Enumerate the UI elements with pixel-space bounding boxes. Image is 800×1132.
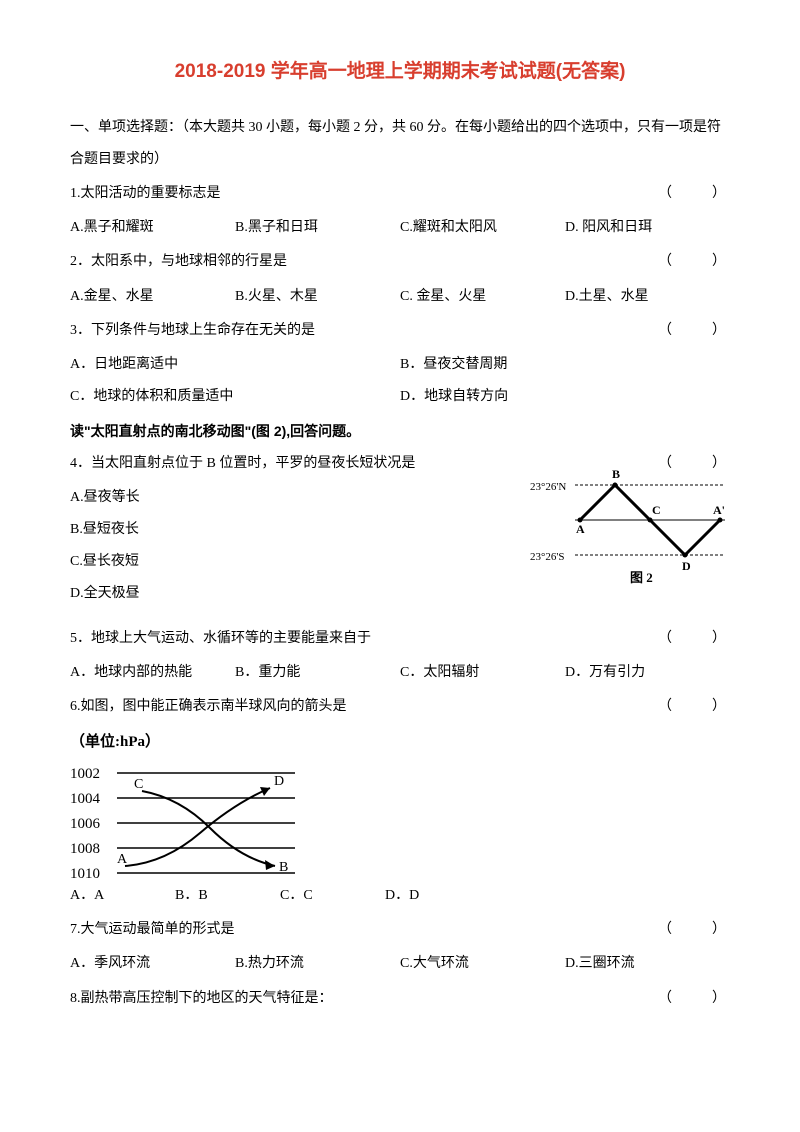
q1-opt-c: C.耀斑和太阳风 xyxy=(400,212,565,244)
q8-text: 8.副热带高压控制下的地区的天气特征是： xyxy=(70,991,333,1006)
q4-text: 4．当太阳直射点位于 B 位置时，平罗的昼夜长短状况是 xyxy=(70,456,415,471)
reading-prompt-1: 读"太阳直射点的南北移动图"(图 2),回答问题。 xyxy=(70,415,730,447)
svg-text:C: C xyxy=(652,503,661,517)
q5-paren: （ ） xyxy=(658,623,730,655)
q3-options: A．日地距离适中 B．昼夜交替周期 C．地球的体积和质量适中 D．地球自转方向 xyxy=(70,349,730,413)
q3-text: 3．下列条件与地球上生命存在无关的是 xyxy=(70,323,315,338)
q2-text: 2．太阳系中，与地球相邻的行星是 xyxy=(70,254,287,269)
svg-text:B: B xyxy=(612,467,620,481)
q3-opt-a: A．日地距离适中 xyxy=(70,349,400,381)
q2-paren: （ ） xyxy=(658,246,730,278)
q6-paren: （ ） xyxy=(658,691,730,723)
q3-opt-b: B．昼夜交替周期 xyxy=(400,349,730,381)
q2-options: A.金星、水星 B.火星、木星 C. 金星、火星 D.土星、水星 xyxy=(70,281,730,313)
fig6-unit-label: （单位:hPa） xyxy=(70,725,300,760)
q4-opt-b: B.昼短夜长 xyxy=(70,514,450,546)
svg-text:1002: 1002 xyxy=(70,766,100,782)
q1-text: 1.太阳活动的重要标志是 xyxy=(70,186,221,201)
q6-opt-d: D．D xyxy=(385,880,490,912)
question-5: 5．地球上大气运动、水循环等的主要能量来自于 （ ） xyxy=(70,623,730,655)
svg-text:D: D xyxy=(274,774,284,789)
q7-paren: （ ） xyxy=(658,914,730,946)
q6-opt-a: A．A xyxy=(70,880,175,912)
q3-paren: （ ） xyxy=(658,315,730,347)
q5-text: 5．地球上大气运动、水循环等的主要能量来自于 xyxy=(70,631,371,646)
question-6: 6.如图，图中能正确表示南半球风向的箭头是 （ ） xyxy=(70,691,730,723)
q1-opt-d: D. 阳风和日珥 xyxy=(565,212,730,244)
q5-options: A．地球内部的热能 B．重力能 C．太阳辐射 D．万有引力 xyxy=(70,657,730,689)
q1-paren: （ ） xyxy=(658,178,730,210)
svg-text:C: C xyxy=(134,777,143,792)
q4-opt-c: C.昼长夜短 xyxy=(70,546,450,578)
q8-paren: （ ） xyxy=(658,983,730,1015)
q7-opt-b: B.热力环流 xyxy=(235,948,400,980)
svg-text:1004: 1004 xyxy=(70,791,101,807)
question-3: 3．下列条件与地球上生命存在无关的是 （ ） xyxy=(70,315,730,347)
q4-opt-d: D.全天极昼 xyxy=(70,578,450,610)
q3-opt-c: C．地球的体积和质量适中 xyxy=(70,381,400,413)
fig2-label-s: 23°26'S xyxy=(530,551,565,563)
question-1: 1.太阳活动的重要标志是 （ ） xyxy=(70,178,730,210)
svg-text:1006: 1006 xyxy=(70,816,101,832)
fig2-caption: 图 2 xyxy=(630,570,653,585)
figure-2: 23°26'N 23°26'S A B C D A' 图 2 xyxy=(530,460,730,585)
svg-text:A: A xyxy=(117,852,128,867)
q2-opt-c: C. 金星、火星 xyxy=(400,281,565,313)
question-2: 2．太阳系中，与地球相邻的行星是 （ ） xyxy=(70,246,730,278)
fig2-label-n: 23°26'N xyxy=(530,481,566,493)
q5-opt-d: D．万有引力 xyxy=(565,657,730,689)
q4-opt-a: A.昼夜等长 xyxy=(70,482,450,514)
q7-options: A．季风环流 B.热力环流 C.大气环流 D.三圈环流 xyxy=(70,948,730,980)
q1-opt-a: A.黑子和耀斑 xyxy=(70,212,235,244)
figure-6: （单位:hPa） 1002 1004 1006 1008 1010 A D C … xyxy=(70,725,300,875)
q5-opt-c: C．太阳辐射 xyxy=(400,657,565,689)
q5-opt-a: A．地球内部的热能 xyxy=(70,657,235,689)
question-7: 7.大气运动最简单的形式是 （ ） xyxy=(70,914,730,946)
q7-opt-c: C.大气环流 xyxy=(400,948,565,980)
svg-text:D: D xyxy=(682,559,691,573)
q6-opt-c: C．C xyxy=(280,880,385,912)
exam-title: 2018-2019 学年高一地理上学期期末考试试题(无答案) xyxy=(70,50,730,94)
q7-opt-d: D.三圈环流 xyxy=(565,948,730,980)
q6-opt-b: B．B xyxy=(175,880,280,912)
svg-text:A': A' xyxy=(713,503,725,517)
svg-text:1008: 1008 xyxy=(70,841,100,857)
q7-text: 7.大气运动最简单的形式是 xyxy=(70,922,235,937)
q6-options: A．A B．B C．C D．D xyxy=(70,880,490,912)
q1-opt-b: B.黑子和日珥 xyxy=(235,212,400,244)
question-4-block: 4．当太阳直射点位于 B 位置时，平罗的昼夜长短状况是 （ ） A.昼夜等长 B… xyxy=(70,448,730,611)
q5-opt-b: B．重力能 xyxy=(235,657,400,689)
svg-text:B: B xyxy=(279,860,288,875)
q2-opt-a: A.金星、水星 xyxy=(70,281,235,313)
q7-opt-a: A．季风环流 xyxy=(70,948,235,980)
q6-text: 6.如图，图中能正确表示南半球风向的箭头是 xyxy=(70,699,347,714)
q4-options: A.昼夜等长 B.昼短夜长 C.昼长夜短 D.全天极昼 xyxy=(70,482,450,611)
q3-opt-d: D．地球自转方向 xyxy=(400,381,730,413)
q1-options: A.黑子和耀斑 B.黑子和日珥 C.耀斑和太阳风 D. 阳风和日珥 xyxy=(70,212,730,244)
question-8: 8.副热带高压控制下的地区的天气特征是： （ ） xyxy=(70,983,730,1015)
section-1-header: 一、单项选择题：（本大题共 30 小题，每小题 2 分，共 60 分。在每小题给… xyxy=(70,112,730,176)
q2-opt-d: D.土星、水星 xyxy=(565,281,730,313)
svg-text:A: A xyxy=(576,522,585,536)
q2-opt-b: B.火星、木星 xyxy=(235,281,400,313)
